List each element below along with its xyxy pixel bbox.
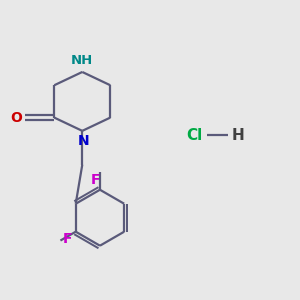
Text: N: N xyxy=(78,134,90,148)
Text: NH: NH xyxy=(71,54,93,67)
Text: H: H xyxy=(232,128,245,143)
Text: F: F xyxy=(63,232,73,246)
Text: O: O xyxy=(11,111,22,124)
Text: F: F xyxy=(91,173,100,187)
Text: Cl: Cl xyxy=(186,128,202,143)
